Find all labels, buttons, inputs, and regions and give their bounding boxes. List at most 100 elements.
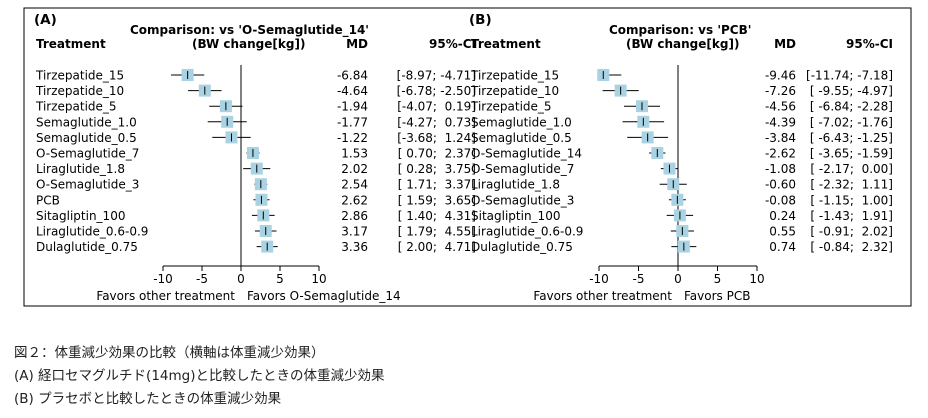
treatment-label: O-Semaglutide_3 (471, 193, 574, 207)
md-value: -3.84 (765, 131, 796, 145)
panel-label: (A) (34, 12, 57, 28)
md-header: MD (774, 37, 796, 51)
md-value: -6.84 (337, 69, 368, 83)
ci-value: [ -7.02; -1.76] (810, 115, 893, 129)
md-value: -0.08 (765, 193, 796, 207)
ci-value: [ -1.15; 1.00] (810, 193, 893, 207)
caption-line-1: 図２：体重減少効果の比較（横軸は体重減少効果） (14, 345, 325, 361)
ci-value: [-11.74; -7.18] (806, 69, 893, 83)
ci-value: [ -3.65; -1.59] (810, 147, 893, 161)
favors-right-label: Favors PCB (684, 289, 750, 303)
md-value: -2.62 (765, 147, 796, 161)
ci-header: 95%-CI (429, 37, 476, 51)
x-tick-label: -5 (196, 272, 208, 286)
x-tick-label: 0 (237, 272, 245, 286)
md-value: 3.17 (341, 225, 368, 239)
treatment-label: Tirzepatide_5 (35, 100, 117, 114)
chart-subtitle: (BW change[kg]) (626, 37, 739, 51)
favors-left-label: Favors other treatment (533, 289, 672, 303)
ci-value: [-4.07; 0.19] (397, 100, 476, 114)
ci-value: [ -2.32; 1.11] (810, 178, 893, 192)
md-value: 2.62 (341, 193, 368, 207)
panel-b: (B) Comparison: vs 'PCB' Treatment (BW chan… (469, 12, 893, 303)
ci-value: [ 1.79; 4.55] (398, 225, 476, 239)
ci-header: 95%-CI (846, 37, 893, 51)
panel-a: (A) Comparison: vs 'O-Semaglutide_14' Trea… (34, 12, 476, 303)
ci-value: [ -9.55; -4.97] (810, 84, 893, 98)
treatment-label: Dulaglutide_0.75 (36, 240, 138, 254)
treatment-label: Tirzepatide_5 (470, 100, 552, 114)
treatment-label: Liraglutide_1.8 (36, 162, 125, 176)
x-tick-label: -10 (153, 272, 173, 286)
md-value: -4.56 (765, 100, 796, 114)
favors-right-label: Favors O-Semaglutide_14 (247, 289, 401, 303)
x-tick-label: 0 (674, 272, 682, 286)
md-value: 2.54 (341, 178, 368, 192)
ci-value: [ 2.00; 4.71] (398, 240, 476, 254)
favors-left-label: Favors other treatment (96, 289, 235, 303)
md-value: 3.36 (341, 240, 368, 254)
x-tick-label: 10 (749, 272, 764, 286)
ci-value: [ 1.59; 3.65] (398, 193, 476, 207)
treatment-label: Tirzepatide_10 (35, 84, 124, 98)
treatment-label: Tirzepatide_15 (35, 69, 124, 83)
ci-value: [ 0.70; 2.37] (398, 147, 476, 161)
ci-value: [ -0.84; 2.32] (810, 240, 893, 254)
ci-value: [-3.68; 1.24] (397, 131, 476, 145)
treatment-label: Tirzepatide_15 (470, 69, 559, 83)
ci-value: [ 1.71; 3.37] (398, 178, 476, 192)
figure-caption: 図２：体重減少効果の比較（横軸は体重減少効果） (A) 経口セマグルチド(14m… (14, 342, 385, 411)
forest-plot-figure: (A) Comparison: vs 'O-Semaglutide_14' Trea… (23, 7, 912, 307)
treatment-label: O-Semaglutide_7 (471, 162, 574, 176)
treatment-label: Dulaglutide_0.75 (471, 240, 573, 254)
treatment-label: O-Semaglutide_3 (36, 178, 139, 192)
md-value: -0.60 (765, 178, 796, 192)
ci-value: [-4.27; 0.73] (397, 115, 476, 129)
md-value: -1.22 (337, 131, 368, 145)
x-tick-label: -5 (633, 272, 645, 286)
treatment-label: Liraglutide_0.6-0.9 (471, 225, 583, 239)
x-tick-label: 5 (714, 272, 722, 286)
md-value: -1.94 (337, 100, 368, 114)
ci-value: [ -6.84; -2.28] (810, 100, 893, 114)
x-tick-label: 10 (311, 272, 326, 286)
caption-line-2: (A) 経口セマグルチド(14mg)と比較したときの体重減少効果 (14, 368, 385, 384)
ci-value: [ -1.43; 1.91] (810, 209, 893, 223)
treatment-label: Semaglutide_0.5 (36, 131, 137, 145)
ci-value: [ -2.17; 0.00] (810, 162, 893, 176)
md-value: -4.39 (765, 115, 796, 129)
ci-value: [-8.97; -4.71] (397, 69, 476, 83)
ci-value: [ -0.91; 2.02] (810, 225, 893, 239)
treatment-label: Semaglutide_0.5 (471, 131, 572, 145)
md-value: -9.46 (765, 69, 796, 83)
x-tick-label: 5 (276, 272, 284, 286)
chart-subtitle: (BW change[kg]) (192, 37, 305, 51)
md-value: 0.55 (769, 225, 796, 239)
chart-title: Comparison: vs 'PCB' (609, 23, 751, 37)
treatment-label: Semaglutide_1.0 (36, 115, 137, 129)
md-value: 1.53 (341, 147, 368, 161)
caption-line-3: (B) プラセボと比較したときの体重減少効果 (14, 391, 282, 407)
md-value: -1.77 (337, 115, 368, 129)
figure-frame (23, 7, 912, 307)
treatment-label: O-Semaglutide_7 (36, 147, 139, 161)
md-value: -1.08 (765, 162, 796, 176)
ci-value: [ 1.40; 4.31] (398, 209, 476, 223)
treatment-label: Liraglutide_0.6-0.9 (36, 225, 148, 239)
treatment-label: Tirzepatide_10 (470, 84, 559, 98)
md-header: MD (346, 37, 368, 51)
md-value: 0.24 (769, 209, 796, 223)
treatment-label: Sitagliptin_100 (36, 209, 125, 223)
treatment-header: Treatment (471, 37, 541, 51)
md-value: 0.74 (769, 240, 796, 254)
md-value: -4.64 (337, 84, 368, 98)
treatment-label: PCB (36, 193, 60, 207)
treatment-label: Sitagliptin_100 (471, 209, 560, 223)
md-value: 2.02 (341, 162, 368, 176)
x-tick-label: -10 (589, 272, 609, 286)
md-value: 2.86 (341, 209, 368, 223)
ci-value: [-6.78; -2.50] (397, 84, 476, 98)
treatment-label: O-Semaglutide_14 (471, 147, 582, 161)
md-value: -7.26 (765, 84, 796, 98)
treatment-label: Liraglutide_1.8 (471, 178, 560, 192)
